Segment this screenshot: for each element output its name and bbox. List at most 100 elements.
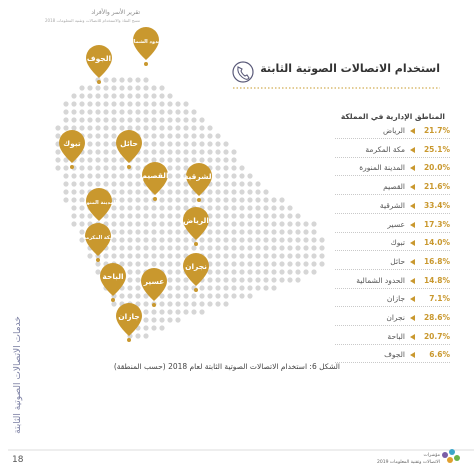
region-value: 14.0%: [423, 238, 450, 248]
map-dot: [135, 213, 141, 219]
map-dot: [223, 157, 229, 163]
map-dot: [135, 245, 141, 251]
map-dot: [111, 165, 117, 171]
map-dot: [263, 229, 269, 235]
map-dot: [223, 165, 229, 171]
map-dot: [127, 213, 133, 219]
row-divider: [335, 212, 450, 214]
region-marker: [410, 258, 415, 265]
map-dot: [143, 301, 149, 307]
map-dot: [215, 165, 221, 171]
map-dot: [127, 189, 133, 195]
map-dot: [135, 221, 141, 227]
map-dot: [159, 309, 165, 315]
map-dot: [271, 261, 277, 267]
map-dot: [119, 125, 125, 131]
map-dot: [71, 213, 77, 219]
map-dot: [255, 277, 261, 283]
map-dot: [151, 109, 157, 115]
map-dot: [143, 333, 149, 339]
map-dot: [255, 213, 261, 219]
map-dot: [303, 221, 309, 227]
map-dot: [311, 221, 317, 227]
map-dot: [311, 269, 317, 275]
map-dot: [223, 301, 229, 307]
map-dot: [167, 317, 173, 323]
map-dot: [247, 269, 253, 275]
map-dot: [271, 221, 277, 227]
map-dot: [103, 125, 109, 131]
map-dot: [111, 125, 117, 131]
map-dot: [191, 109, 197, 115]
map-dot: [183, 165, 189, 171]
map-dot: [111, 221, 117, 227]
map-dot: [199, 133, 205, 139]
map-dot: [55, 133, 61, 139]
map-dot: [191, 309, 197, 315]
map-dot: [263, 253, 269, 259]
map-dot: [119, 261, 125, 267]
map-dot: [63, 181, 69, 187]
map-dot: [215, 221, 221, 227]
map-dot: [119, 293, 125, 299]
map-dot: [303, 253, 309, 259]
map-dot: [231, 269, 237, 275]
row-divider: [335, 325, 450, 326]
side-title: خدمات الاتصالات الصوتية الثابتة: [13, 316, 23, 434]
map-dot: [63, 173, 69, 179]
map-dot: [135, 173, 141, 179]
map-dot: [127, 277, 133, 283]
region-name: الباحة: [387, 331, 405, 341]
map-dot: [215, 205, 221, 211]
map-dot: [143, 109, 149, 115]
map-dot: [199, 293, 205, 299]
map-dot: [191, 245, 197, 251]
pin-base: [70, 165, 74, 169]
map-dot: [231, 245, 237, 251]
map-dot: [151, 309, 157, 315]
map-dot: [231, 165, 237, 171]
map-dot: [183, 133, 189, 139]
region-value: 20.0%: [423, 163, 450, 173]
map-dot: [287, 213, 293, 219]
region-marker: [410, 240, 415, 247]
map-dot: [175, 285, 181, 291]
region-marker: [410, 146, 415, 153]
map-dot: [199, 237, 205, 243]
pin: [183, 207, 209, 240]
map-dot: [79, 197, 85, 203]
region-marker: [410, 128, 415, 134]
map-dot: [167, 301, 173, 307]
map-dot: [175, 301, 181, 307]
map-dot: [239, 277, 245, 283]
map-dot: [87, 93, 93, 99]
map-dot: [95, 101, 101, 107]
map-dot: [215, 141, 221, 147]
map-dot: [79, 237, 85, 243]
map-dot: [215, 261, 221, 267]
map-dot: [135, 157, 141, 163]
map-dot: [183, 109, 189, 115]
pin-base: [144, 62, 148, 66]
map-dot: [87, 101, 93, 107]
map-dot: [215, 245, 221, 251]
map-dot: [175, 221, 181, 227]
map-dot: [111, 245, 117, 251]
map-dot: [223, 173, 229, 179]
map-dot: [151, 133, 157, 139]
pin-label: الباحة: [102, 272, 123, 281]
region-name: نجران: [386, 313, 405, 322]
map-dot: [231, 181, 237, 187]
region-name: عسير: [387, 219, 405, 229]
map-dot: [215, 149, 221, 155]
map-dot: [159, 149, 165, 155]
map-dot: [199, 125, 205, 131]
map-dot: [151, 157, 157, 163]
map-dot: [111, 213, 117, 219]
map-dot: [183, 125, 189, 131]
map-dot: [63, 109, 69, 115]
map-dot: [207, 197, 213, 203]
map-dot: [159, 253, 165, 259]
map-dot: [207, 229, 213, 235]
